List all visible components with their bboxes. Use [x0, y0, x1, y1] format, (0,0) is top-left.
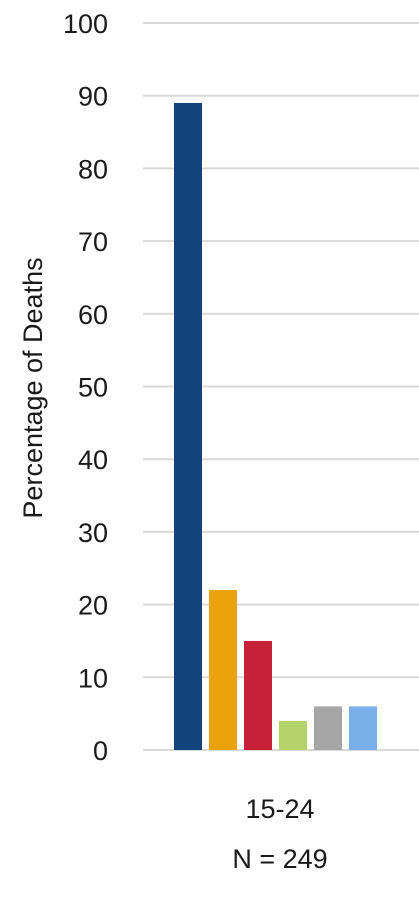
y-tick-40: 40: [78, 445, 108, 475]
y-tick-70: 70: [78, 227, 108, 257]
bar-6: [349, 706, 377, 750]
y-tick-100: 100: [63, 9, 108, 39]
y-tick-20: 20: [78, 591, 108, 621]
y-tick-50: 50: [78, 373, 108, 403]
y-tick-labels: 0 10 20 30 40 50 60 70 80 90 100: [63, 9, 108, 766]
y-axis-title: Percentage of Deaths: [18, 257, 48, 518]
y-tick-10: 10: [78, 663, 108, 693]
bar-1: [174, 103, 202, 750]
y-tick-60: 60: [78, 300, 108, 330]
bar-5: [314, 706, 342, 750]
y-tick-80: 80: [78, 154, 108, 184]
bar-3: [244, 641, 272, 750]
bars: [174, 103, 377, 750]
bar-2: [209, 590, 237, 750]
y-tick-90: 90: [78, 82, 108, 112]
y-tick-30: 30: [78, 518, 108, 548]
category-sublabel: N = 249: [232, 844, 327, 874]
category-label: 15-24: [245, 794, 314, 824]
y-tick-0: 0: [93, 736, 108, 766]
bar-4: [279, 721, 307, 750]
